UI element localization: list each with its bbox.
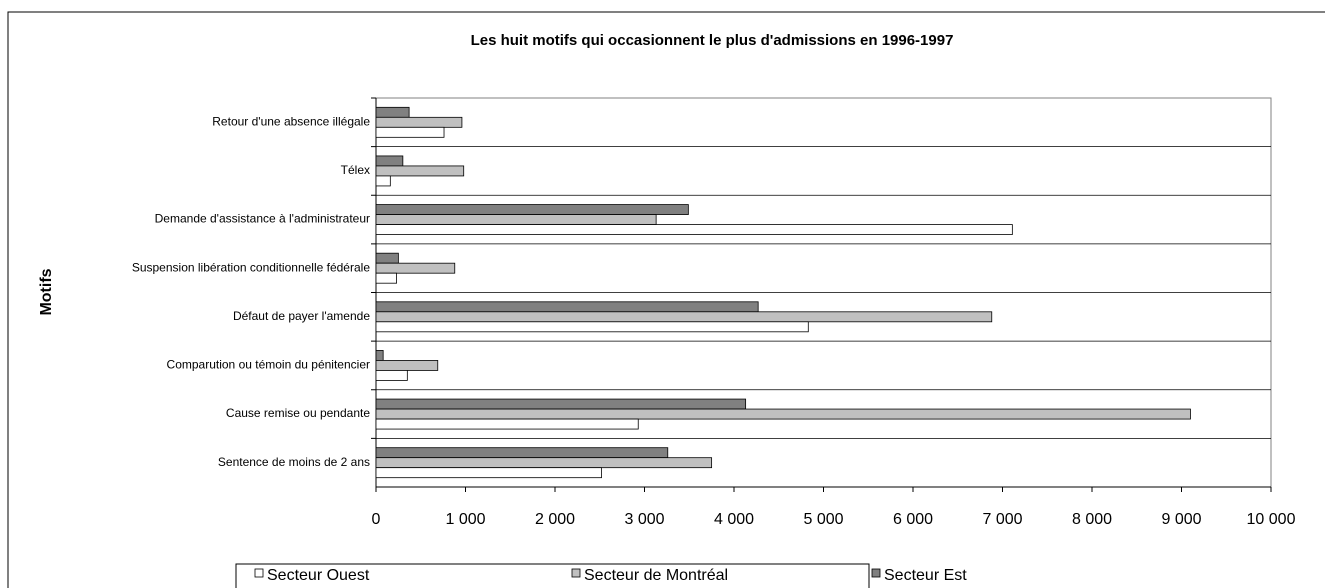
bar: [375, 408, 1191, 420]
y-tick-label: Demande d'assistance à l'administrateur: [155, 212, 370, 226]
x-tick-label: 0: [372, 511, 381, 528]
legend-swatch: [254, 568, 264, 578]
x-tick-label: 9 000: [1161, 511, 1201, 528]
legend-swatch: [571, 568, 581, 578]
bar: [375, 252, 399, 264]
bar: [375, 467, 602, 479]
y-tick-label: Défaut de payer l'amende: [233, 309, 370, 323]
legend-label: Secteur Est: [884, 567, 967, 584]
bar: [375, 350, 384, 361]
y-tick-label: Suspension libération conditionnelle féd…: [132, 260, 370, 274]
x-tick-label: 4 000: [714, 511, 754, 528]
y-tick-label: Sentence de moins de 2 ans: [218, 455, 370, 469]
x-tick-label: 3 000: [624, 511, 664, 528]
bar: [375, 301, 759, 313]
legend-box: [235, 563, 870, 588]
bar: [375, 175, 391, 187]
chart-title: Les huit motifs qui occasionnent le plus…: [471, 32, 954, 49]
bar: [375, 262, 456, 274]
bar: [375, 214, 657, 225]
bar: [375, 106, 410, 118]
bar: [375, 360, 439, 371]
y-axis-label: Motifs: [38, 268, 55, 315]
x-tick-label: 1 000: [445, 511, 485, 528]
y-tick-label: Comparution ou témoin du pénitencier: [167, 358, 370, 372]
bar: [375, 204, 689, 215]
bar: [375, 457, 713, 469]
bar: [375, 155, 404, 167]
bar: [375, 447, 669, 459]
bar: [375, 321, 809, 333]
legend-label: Secteur Ouest: [267, 567, 370, 584]
bar: [375, 418, 639, 430]
x-tick-label: 6 000: [893, 511, 933, 528]
x-tick-label: 10 000: [1247, 511, 1296, 528]
x-tick-label: 2 000: [535, 511, 575, 528]
y-tick-label: Cause remise ou pendante: [226, 406, 370, 420]
bar: [375, 272, 397, 284]
bar: [375, 370, 408, 381]
x-tick-label: 8 000: [1072, 511, 1112, 528]
y-tick-label: Télex: [341, 163, 370, 177]
y-tick-label: Retour d'une absence illégale: [212, 114, 370, 128]
legend-label: Secteur de Montréal: [584, 567, 728, 584]
bar: [375, 165, 465, 177]
bar: [375, 398, 747, 410]
x-tick-label: 7 000: [982, 511, 1022, 528]
bar: [375, 311, 993, 323]
legend-swatch: [871, 568, 881, 578]
x-tick-label: 5 000: [803, 511, 843, 528]
bar: [375, 224, 1013, 235]
bar: [375, 116, 463, 128]
bar: [375, 126, 445, 138]
